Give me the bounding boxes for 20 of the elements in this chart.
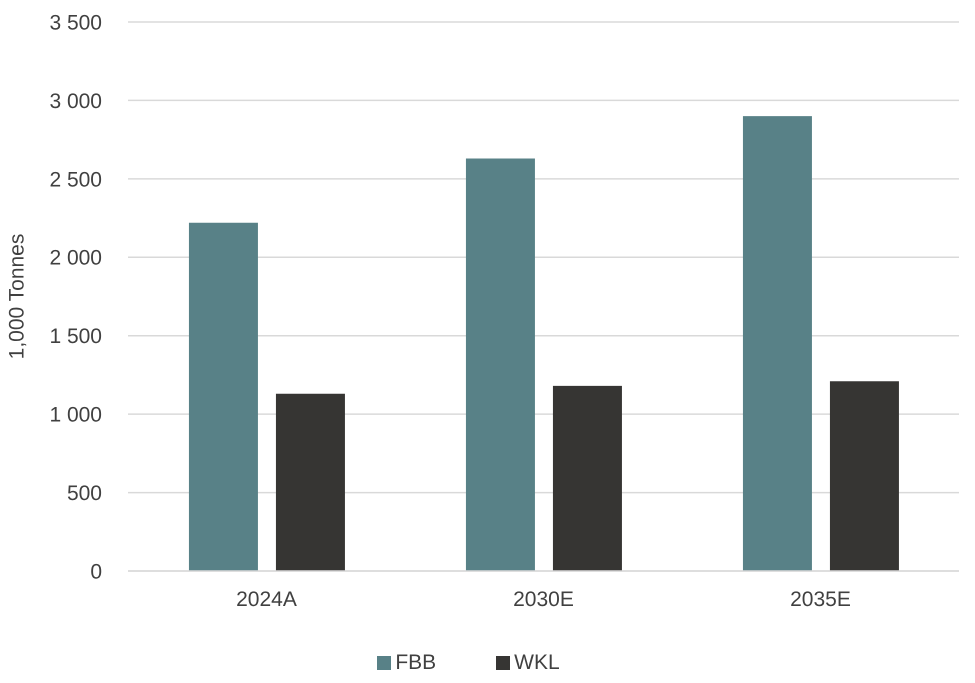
y-tick-label: 2 000 — [49, 246, 102, 270]
bar — [552, 386, 622, 571]
y-tick-label: 3 000 — [49, 90, 102, 113]
y-axis-title: 1,000 Tonnes — [5, 234, 28, 360]
bar — [466, 158, 535, 571]
x-tick-label: 2024A — [236, 588, 297, 611]
y-tick-label: 3 500 — [49, 11, 102, 34]
bar — [188, 222, 258, 571]
y-tick-label: 1 000 — [49, 404, 102, 427]
y-tick-label: 0 — [90, 560, 102, 584]
y-tick-label: 500 — [66, 482, 102, 506]
y-tick-label: 2 500 — [49, 168, 102, 192]
bar — [830, 381, 899, 571]
bar — [742, 116, 812, 571]
x-tick-label: 2030E — [513, 588, 574, 611]
x-tick-label: 2035E — [790, 588, 851, 611]
legend-label: FBB — [395, 651, 436, 674]
legend-label: WKL — [514, 651, 560, 674]
bar — [276, 394, 345, 571]
y-tick-label: 1 500 — [49, 325, 102, 348]
